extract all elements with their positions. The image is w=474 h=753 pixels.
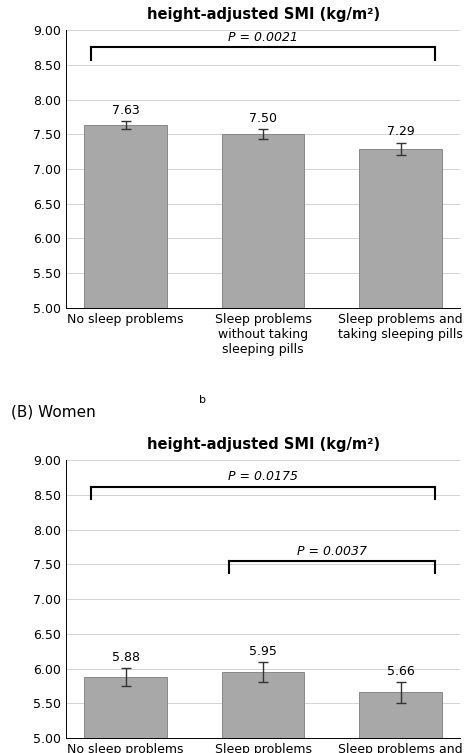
- Text: 7.63: 7.63: [112, 104, 139, 117]
- Bar: [359, 149, 442, 654]
- Bar: [222, 134, 304, 654]
- Text: 7.29: 7.29: [387, 126, 414, 139]
- Title: height-adjusted SMI (kg/m²): height-adjusted SMI (kg/m²): [146, 7, 380, 22]
- Bar: [84, 677, 167, 753]
- Text: b: b: [199, 395, 206, 405]
- Text: 5.66: 5.66: [387, 665, 414, 678]
- Text: 7.50: 7.50: [249, 112, 277, 125]
- Text: P = 0.0021: P = 0.0021: [228, 31, 298, 44]
- Text: 5.95: 5.95: [249, 645, 277, 658]
- Text: (B) Women: (B) Women: [11, 405, 96, 420]
- Bar: [359, 692, 442, 753]
- Bar: [84, 125, 167, 654]
- Bar: [222, 672, 304, 753]
- Text: 5.88: 5.88: [111, 651, 139, 663]
- Text: P = 0.0037: P = 0.0037: [297, 544, 367, 557]
- Text: P = 0.0175: P = 0.0175: [228, 471, 298, 483]
- Title: height-adjusted SMI (kg/m²): height-adjusted SMI (kg/m²): [146, 437, 380, 453]
